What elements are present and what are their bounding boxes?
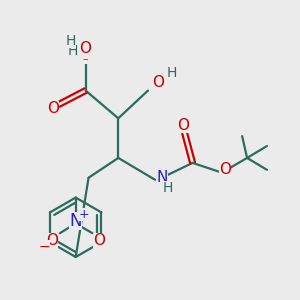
Text: H: H: [163, 181, 173, 195]
Text: O: O: [80, 41, 92, 56]
Text: O: O: [152, 75, 164, 90]
Text: –: –: [83, 54, 88, 64]
Text: N: N: [156, 170, 168, 185]
Text: H: H: [66, 34, 76, 48]
Text: O: O: [47, 101, 59, 116]
Text: N: N: [69, 212, 82, 230]
Text: +: +: [78, 208, 89, 221]
Text: O: O: [46, 233, 58, 248]
Text: H: H: [68, 44, 78, 58]
Text: H: H: [167, 66, 177, 80]
Text: O: O: [219, 162, 231, 177]
Text: O: O: [177, 118, 189, 133]
Text: −: −: [38, 240, 50, 254]
Text: O: O: [94, 233, 106, 248]
